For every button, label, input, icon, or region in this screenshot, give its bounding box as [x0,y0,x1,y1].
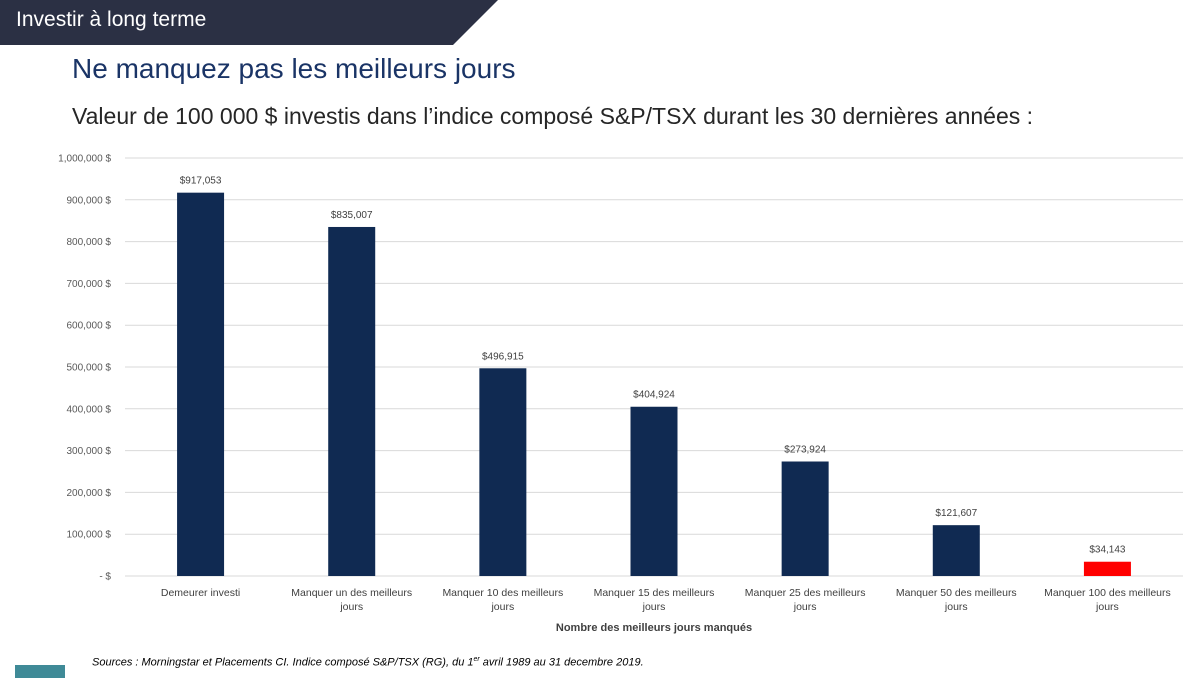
bar [630,406,678,576]
y-tick-label: 100,000 $ [67,530,112,541]
y-tick-label: 800,000 $ [67,237,112,248]
category-label: jours [339,601,363,613]
category-label: Manquer un des meilleurs [291,587,412,599]
page-title: Ne manquez pas les meilleurs jours [72,53,516,84]
corner-accent-block [15,665,65,678]
source-superscript: er [473,656,480,663]
category-label: Manquer 100 des meilleurs [1044,587,1171,599]
category-label: Manquer 50 des meilleurs [896,587,1017,599]
y-tick-label: 500,000 $ [67,363,112,374]
bar [932,525,980,576]
section-label: Investir à long terme [16,8,207,31]
x-axis-categories: Demeurer investi Manquer un des meilleurs… [161,587,1171,613]
bar-chart: - $ 100,000 $ 200,000 $ 300,000 $ 400,000 $ 5… [58,154,1183,634]
bar [479,368,527,576]
data-label: $404,924 [633,390,675,401]
y-tick-label: 400,000 $ [67,404,112,415]
section-banner [0,0,498,45]
x-axis-title: Nombre des meilleurs jours manqués [556,622,752,634]
bar [328,226,376,576]
data-label: $121,607 [935,508,977,519]
y-tick-label: 300,000 $ [67,446,112,457]
bar [781,461,829,576]
category-label: Demeurer investi [161,587,240,599]
data-label: $273,924 [784,444,826,455]
category-label: jours [642,601,666,613]
data-labels: $917,053 $835,007 $496,915 $404,924 $273,924… [180,176,1126,556]
category-label: jours [944,601,968,613]
y-axis-ticks: - $ 100,000 $ 200,000 $ 300,000 $ 400,000 $ 5… [58,154,111,583]
y-tick-label: 700,000 $ [67,279,112,290]
bars [177,192,1131,576]
source-text: Sources : Morningstar et Placements CI. … [92,656,474,669]
category-label: Manquer 10 des meilleurs [442,587,563,599]
data-label: $835,007 [331,210,373,221]
category-label: jours [490,601,514,613]
y-tick-label: 900,000 $ [67,195,112,206]
data-label: $917,053 [180,176,222,187]
y-tick-label: 1,000,000 $ [58,154,111,165]
data-label: $34,143 [1089,545,1126,556]
bar [177,192,225,576]
y-tick-label: - $ [99,572,111,583]
source-text-end: avril 1989 au 31 decembre 2019. [479,656,644,669]
source-note: Sources : Morningstar et Placements CI. … [92,656,644,669]
bar [1083,561,1131,576]
category-label: Manquer 25 des meilleurs [745,587,866,599]
category-label: jours [793,601,817,613]
category-label: Manquer 15 des meilleurs [594,587,715,599]
data-label: $496,915 [482,351,524,362]
y-tick-label: 600,000 $ [67,321,112,332]
category-label: jours [1095,601,1119,613]
y-tick-label: 200,000 $ [67,488,112,499]
chart-subtitle: Valeur de 100 000 $ investis dans l’indi… [72,103,1034,129]
